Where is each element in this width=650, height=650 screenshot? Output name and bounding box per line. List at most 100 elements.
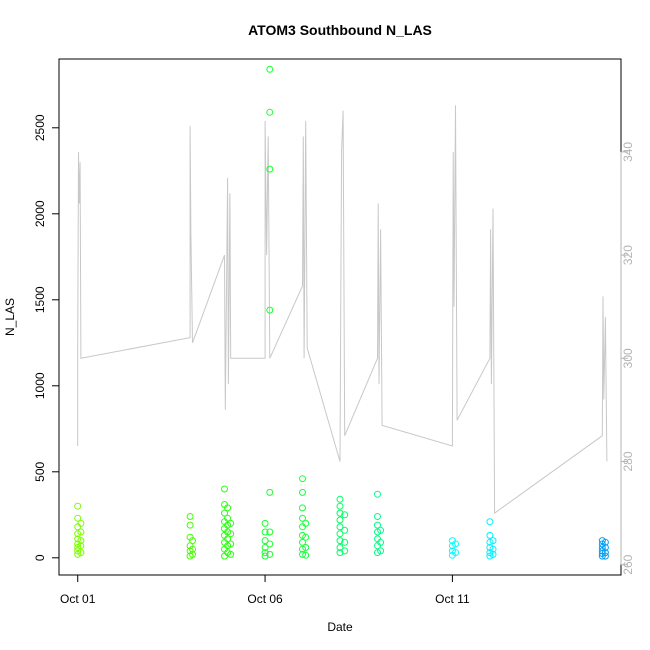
data-point	[486, 518, 494, 526]
data-point	[336, 549, 344, 557]
data-point	[489, 537, 497, 545]
data-point	[186, 513, 194, 520]
data-point	[266, 165, 274, 173]
data-point	[452, 540, 459, 548]
data-point	[336, 530, 344, 538]
chart-title: ATOM3 Southbound N_LAS	[248, 22, 432, 38]
data-point	[336, 544, 344, 551]
data-point	[266, 306, 274, 314]
x-axis: Oct 01 Oct 06 Oct 11	[60, 574, 470, 606]
data-point	[341, 547, 349, 555]
data-point	[261, 537, 269, 545]
data-point	[186, 521, 194, 529]
data-point	[374, 513, 381, 520]
data-point	[266, 488, 274, 496]
data-point	[374, 490, 381, 498]
y-right-tick-label: 340	[621, 142, 635, 162]
data-point	[266, 550, 274, 558]
data-point	[74, 514, 82, 522]
data-point	[299, 475, 306, 483]
data-point	[489, 550, 497, 558]
x-tick-label: Oct 06	[247, 592, 283, 606]
data-point	[77, 528, 85, 536]
data-point	[266, 528, 274, 536]
data-point	[341, 538, 349, 546]
data-point	[77, 537, 85, 545]
data-point	[601, 549, 609, 557]
data-point	[336, 516, 344, 524]
line-series-layer	[77, 105, 608, 515]
y-axis-left: 0 500 1000 1500 2000 2500	[33, 114, 60, 561]
y-left-tick-label: 1000	[33, 372, 47, 399]
y-right-tick-label: 300	[621, 348, 635, 368]
data-point	[74, 502, 82, 510]
y-left-tick-label: 2500	[33, 114, 47, 141]
data-point	[377, 526, 385, 534]
data-point	[302, 533, 310, 541]
data-point	[266, 108, 274, 116]
data-point	[261, 528, 269, 536]
data-point	[224, 504, 232, 512]
data-point	[377, 538, 385, 546]
data-point	[336, 523, 344, 531]
y-axis-right: 260 280 300 320 340	[620, 142, 635, 575]
y-right-tick-label: 320	[621, 245, 635, 265]
data-point	[299, 538, 306, 546]
data-point	[189, 550, 196, 558]
plot-frame	[58, 58, 622, 576]
data-point	[266, 540, 274, 548]
data-point	[489, 545, 497, 553]
data-point	[601, 544, 609, 551]
data-point	[224, 535, 232, 543]
data-point	[452, 549, 459, 557]
data-point	[374, 521, 381, 529]
data-point	[224, 514, 232, 522]
y-left-tick-label: 1500	[33, 286, 47, 313]
data-point	[302, 519, 310, 527]
data-point	[336, 509, 344, 517]
data-point	[601, 538, 609, 546]
data-point	[341, 511, 349, 519]
data-point	[261, 549, 269, 557]
data-point	[261, 552, 269, 560]
data-point	[261, 544, 269, 551]
data-point	[227, 519, 235, 527]
data-point	[299, 488, 306, 496]
data-point	[299, 504, 306, 512]
data-point	[221, 485, 228, 493]
data-point	[377, 547, 385, 555]
data-point	[227, 540, 235, 548]
data-point	[227, 530, 235, 538]
data-point	[601, 552, 609, 560]
data-point	[221, 509, 228, 517]
data-point	[302, 551, 310, 559]
data-point	[299, 514, 306, 522]
data-point	[302, 544, 310, 551]
data-point	[189, 537, 196, 545]
data-point	[189, 545, 196, 553]
y-left-tick-label: 2000	[33, 200, 47, 227]
data-point	[336, 537, 344, 545]
data-point	[261, 519, 269, 527]
y-left-tick-label: 0	[33, 554, 47, 561]
data-point	[299, 550, 306, 558]
data-point	[77, 542, 85, 550]
y-left-tick-label: 500	[33, 461, 47, 481]
data-point	[227, 550, 235, 558]
line-series-path	[77, 105, 608, 515]
x-tick-label: Oct 01	[60, 592, 96, 606]
y-axis-label: N_LAS	[3, 298, 17, 336]
data-point	[336, 502, 344, 510]
y-right-tick-label: 260	[621, 554, 635, 574]
data-point	[486, 531, 494, 539]
x-tick-label: Oct 11	[435, 592, 470, 606]
data-point	[266, 65, 274, 73]
data-point	[77, 519, 85, 527]
y-right-tick-label: 280	[621, 451, 635, 471]
data-point	[336, 495, 344, 503]
data-point	[77, 549, 85, 557]
point-series-layer	[74, 65, 609, 560]
data-point	[341, 526, 349, 534]
x-axis-label: Date	[327, 620, 353, 634]
